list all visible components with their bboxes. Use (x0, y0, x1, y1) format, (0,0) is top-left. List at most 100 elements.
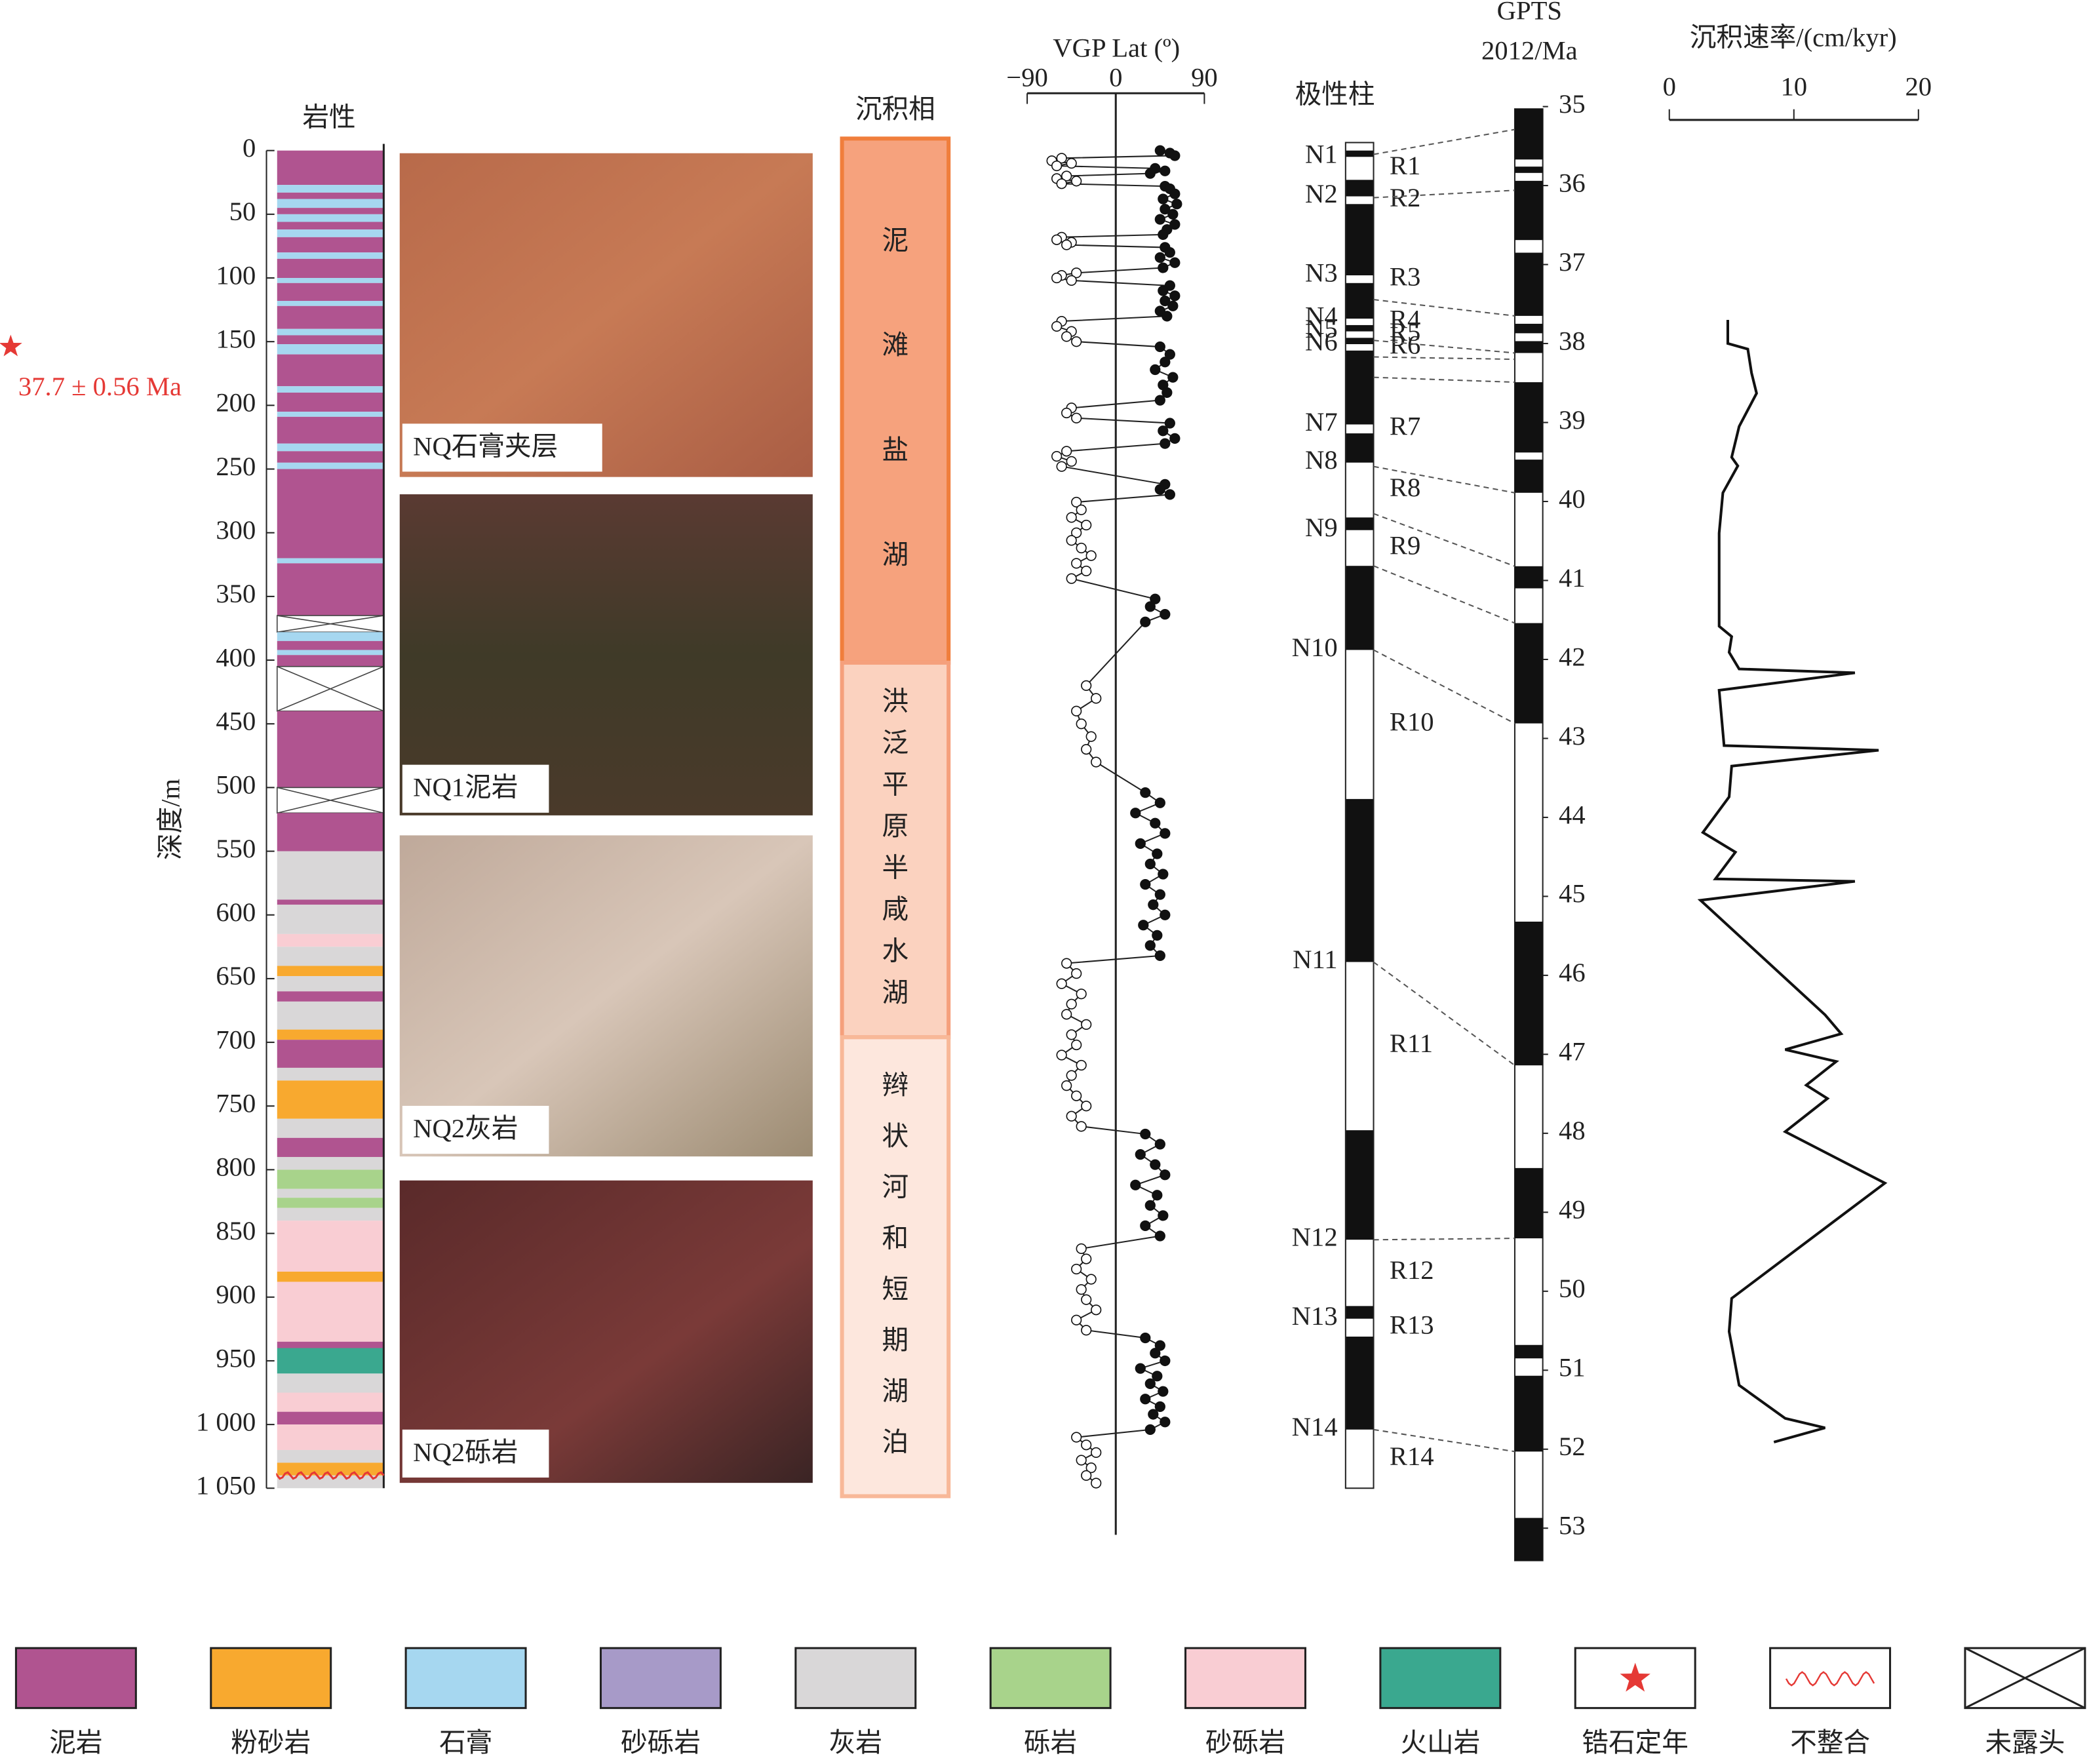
lithology-layer (277, 392, 384, 412)
lithology-layer (277, 966, 384, 977)
facies-char: 咸 (882, 895, 909, 924)
lithology-fill (277, 278, 384, 283)
facies-char: 洪 (882, 687, 909, 716)
lithology-fill (277, 991, 384, 1002)
vgp-point (1154, 214, 1165, 225)
vgp-point (1076, 542, 1087, 554)
vgp-point (1071, 412, 1082, 423)
polarity-zone (1345, 1130, 1374, 1240)
legend-label: 泥岩 (49, 1728, 102, 1757)
depth-tick-label: 300 (216, 515, 256, 545)
lithology-layer (277, 711, 384, 788)
lithology-fill (277, 344, 384, 355)
vgp-point (1130, 808, 1141, 819)
vgp-point (1091, 1478, 1102, 1489)
lithology-layer (276, 787, 385, 814)
vgp-tick-label: −90 (1006, 62, 1048, 92)
photos: NQ石膏夹层 NQ1泥岩 NQ2灰岩 NQ2砾岩 (399, 153, 813, 1483)
vgp-point (1076, 504, 1087, 515)
legend-swatch (989, 1647, 1112, 1710)
vgp-point (1160, 357, 1171, 368)
gpts-tick-label: 37 (1559, 247, 1586, 277)
depth-tick-label: 950 (216, 1343, 256, 1373)
vgp-point (1148, 899, 1159, 911)
unexposed-cross (277, 787, 384, 814)
lithology-fill (277, 905, 384, 934)
vgp-point (1076, 1284, 1087, 1295)
gpts-chron (1514, 180, 1543, 241)
correlation-tie (1373, 128, 1515, 155)
vgp-point (1081, 1294, 1092, 1305)
vgp-point (1135, 1363, 1146, 1374)
lithology-layer (277, 443, 384, 452)
vgp-point (1158, 193, 1169, 205)
vgp-point (1051, 321, 1063, 332)
lithology-layer (277, 328, 384, 336)
photo-label: NQ2砾岩 (413, 1438, 518, 1467)
depth-tick-label: 150 (216, 324, 256, 354)
lithology-layer (277, 558, 384, 564)
polarity-zone (1345, 1306, 1374, 1319)
vgp-point (1061, 1009, 1072, 1020)
vgp-point (1056, 153, 1067, 164)
vgp-title: VGP Lat (º) (1053, 33, 1180, 63)
vgp-point (1154, 145, 1165, 156)
gpts-tick-label: 43 (1559, 721, 1586, 751)
vgp-point (1169, 188, 1181, 199)
vgp-point (1081, 1101, 1092, 1112)
vgp-point (1154, 1401, 1165, 1413)
legend-label: 不整合 (1790, 1728, 1870, 1757)
correlation-tie (1373, 299, 1515, 317)
lithology-layer (277, 655, 384, 667)
facies-char: 湖 (882, 1377, 909, 1406)
lithology-fill (277, 412, 384, 417)
correlation-tie (1373, 465, 1515, 494)
legend-label: 石膏 (439, 1728, 492, 1757)
vgp-point (1071, 1314, 1082, 1325)
legend-swatch (599, 1647, 722, 1710)
vgp-point (1158, 1386, 1169, 1397)
depth-tick-label: 0 (243, 133, 256, 163)
vgp-point (1140, 878, 1151, 890)
photo (399, 153, 813, 477)
depth-tick-label: 400 (216, 642, 256, 672)
lithology-fill (277, 1207, 384, 1221)
polarity-zone (1345, 157, 1374, 180)
vgp-point (1154, 1230, 1165, 1242)
vgp-point (1138, 920, 1149, 931)
lithology-layer (277, 1221, 384, 1272)
lithology-fill (277, 199, 384, 208)
vgp-point (1066, 1029, 1077, 1040)
vgp-point (1169, 433, 1181, 444)
legend-swatch (1184, 1647, 1306, 1710)
lithology-layer (277, 278, 384, 283)
vgp-point (1158, 425, 1169, 437)
vgp-point (1169, 290, 1181, 302)
lithology-layer (277, 899, 384, 905)
polarity-label: N9 (1305, 513, 1338, 542)
facies-char: 泛 (882, 728, 909, 758)
polarity-zone (1345, 150, 1374, 157)
vgp-point (1066, 456, 1077, 467)
lithology-fill (277, 328, 384, 336)
legend-label: 火山岩 (1400, 1728, 1480, 1757)
vgp-point (1167, 372, 1179, 383)
polarity-zone (1345, 1429, 1374, 1489)
lithology-layer (277, 813, 384, 852)
lithology-fill (277, 192, 384, 199)
vgp-point (1144, 858, 1156, 870)
lithology-fill (277, 229, 384, 237)
vgp-point (1081, 1325, 1092, 1336)
lithology-layer (277, 1348, 384, 1374)
vgp-point (1164, 349, 1175, 360)
vgp-point (1091, 756, 1102, 768)
lithology-fill (277, 933, 384, 947)
vgp-point (1081, 1440, 1092, 1451)
vgp-point (1061, 239, 1072, 250)
vgp-point (1130, 1179, 1141, 1190)
lithology-fill (277, 1462, 384, 1476)
depth-tick-label: 700 (216, 1025, 256, 1054)
facies-char: 滩 (882, 331, 909, 361)
vgp-point (1066, 275, 1077, 286)
vgp-point (1076, 718, 1087, 730)
